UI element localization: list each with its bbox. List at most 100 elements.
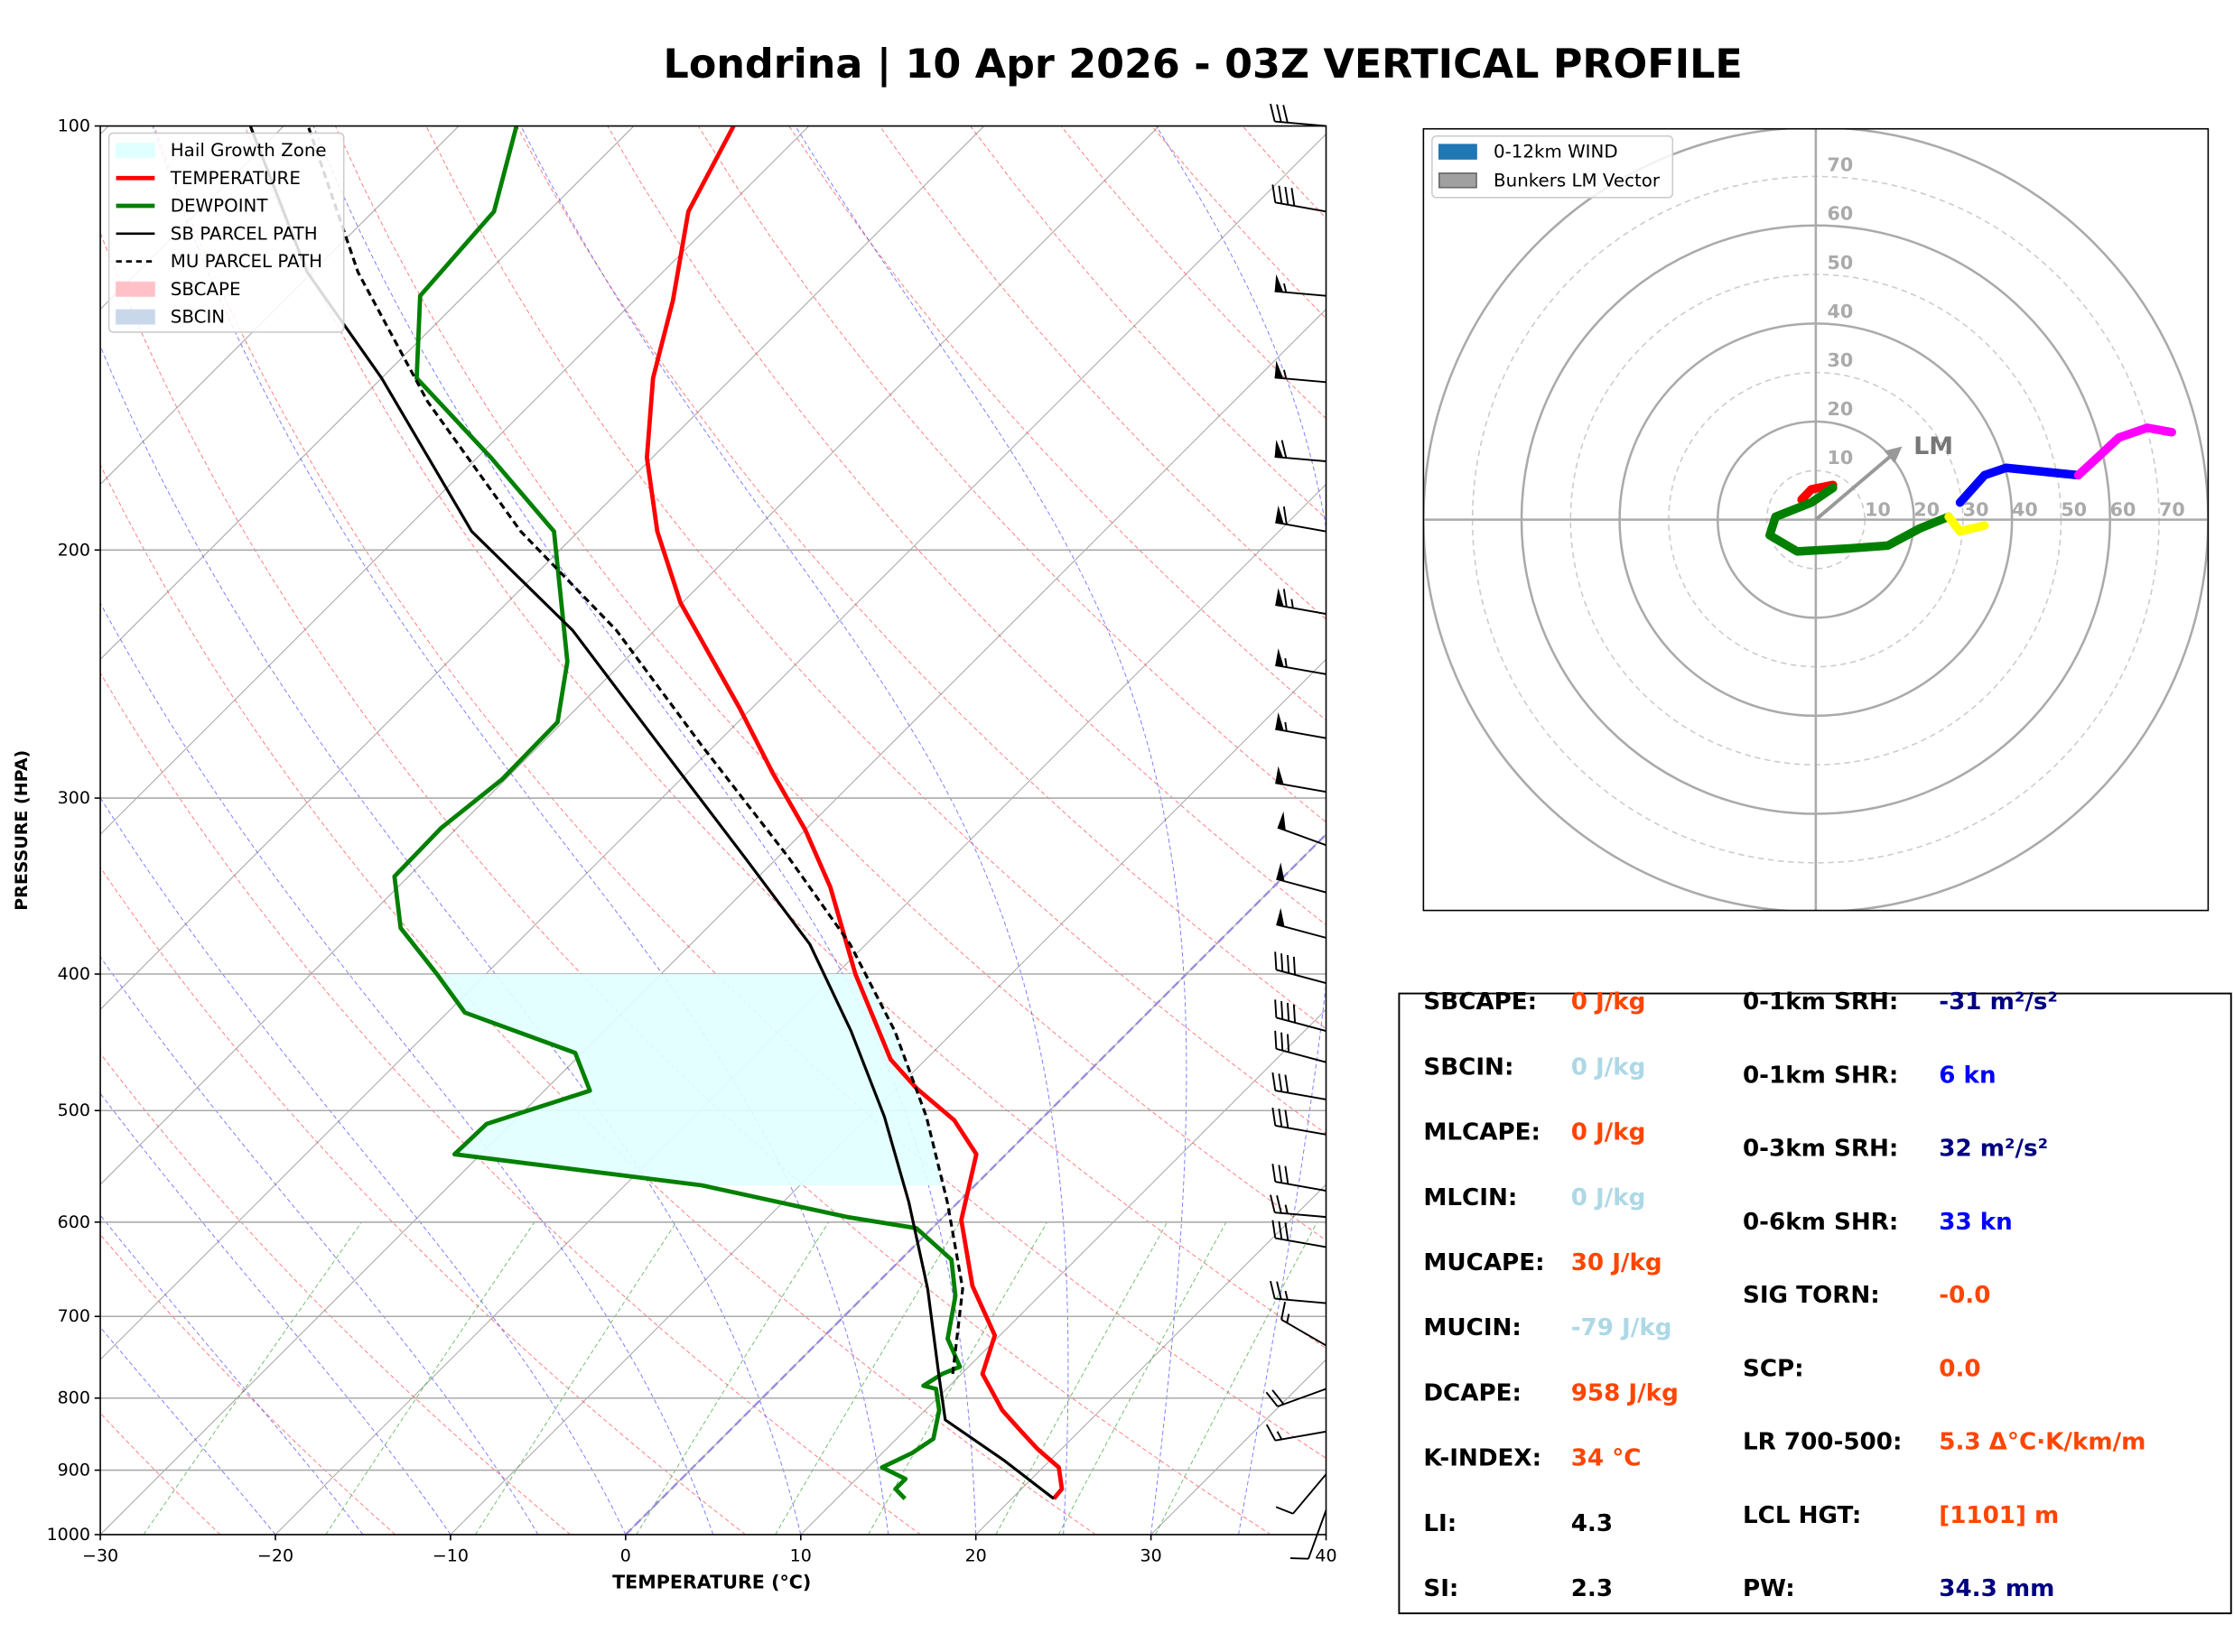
profile-line (645, 125, 1065, 1500)
isotherm (975, 1183, 1326, 1535)
moist-adiabat (100, 602, 714, 1535)
hodograph-segment (1797, 480, 1838, 505)
wind-barb (1275, 505, 1326, 533)
x-tick-label: 40 (1315, 1546, 1336, 1566)
y-tick-label: 40 (1827, 301, 1853, 322)
barb-flag (1275, 588, 1284, 607)
legend-label: DEWPOINT (171, 196, 269, 217)
wind-barb (1280, 1302, 1327, 1347)
index-value: 5.3 Δ°C·K/km/m (1939, 1429, 2146, 1456)
index-value: 34.3 mm (1939, 1575, 2054, 1602)
barb-full (1278, 1220, 1283, 1239)
barb-full (1280, 1302, 1287, 1321)
dry-adiabat (100, 1233, 396, 1535)
barb-full (1276, 104, 1282, 123)
index-value: 2.3 (1571, 1575, 1613, 1602)
barb-staff (1276, 923, 1326, 939)
moist-adiabat (100, 956, 539, 1535)
y-tick-label: 10 (1827, 447, 1853, 469)
legend-label: 0-12km WIND (1494, 142, 1618, 162)
x-tick-label: 40 (2012, 499, 2038, 521)
index-value: 0 J/kg (1571, 988, 1646, 1016)
barb-staff (1275, 1181, 1326, 1192)
wind-barb (1274, 999, 1326, 1032)
barb-full (1292, 956, 1297, 975)
moist-adiabat (1155, 125, 1326, 1535)
barb-full (1280, 1032, 1284, 1051)
barb-full (1287, 954, 1290, 974)
wind-barb (1265, 1387, 1326, 1407)
x-tick-label: 20 (1913, 499, 1940, 521)
dry-adiabat (154, 125, 1326, 1459)
y-tick-label: 70 (1827, 154, 1853, 176)
isotherm (800, 1008, 1326, 1535)
isotherm (100, 125, 460, 486)
skewt-data (248, 125, 1065, 1500)
barb-staff (1274, 1211, 1326, 1219)
y-tick-label: 60 (1827, 203, 1853, 225)
index-value: -79 J/kg (1571, 1314, 1672, 1341)
x-tick-label: 0 (620, 1546, 631, 1566)
barb-half (1284, 658, 1288, 668)
isotherm (450, 658, 1326, 1535)
wind-barb (1270, 103, 1326, 127)
barb-flag (1275, 712, 1284, 731)
barb-staff (1275, 1124, 1326, 1136)
barb-flag (1275, 766, 1284, 784)
hodograph-segment (1944, 512, 1989, 536)
profile-line (248, 125, 1055, 1500)
index-value: 0 J/kg (1571, 1119, 1646, 1146)
barb-half (1284, 721, 1288, 732)
barb-full (1271, 1107, 1277, 1127)
wind-barb (1271, 1072, 1326, 1100)
legend-label: SB PARCEL PATH (171, 223, 318, 244)
wind-barb (1275, 766, 1326, 794)
barb-full (1287, 1002, 1290, 1022)
barb-full (1284, 1074, 1289, 1093)
storm-motion-vector (1814, 452, 1895, 522)
barb-half (1283, 283, 1288, 293)
index-value: -31 m²/s² (1939, 988, 2058, 1016)
dry-adiabat (100, 672, 921, 1535)
index-label: MLCAPE: (1423, 1119, 1541, 1146)
moist-adiabat (100, 1214, 364, 1535)
x-tick-label: 50 (2061, 499, 2087, 521)
dry-adiabat (100, 1412, 221, 1535)
wind-barb (1277, 811, 1326, 847)
barb-staff (1275, 201, 1326, 213)
barb-flag (1274, 274, 1284, 292)
barb-full (1270, 1280, 1276, 1299)
mixing-ratio-line (636, 1221, 830, 1535)
barb-half (1284, 1204, 1289, 1214)
wind-barb (1270, 1194, 1326, 1219)
index-label: LR 700-500: (1743, 1429, 1902, 1456)
wind-barb (1265, 1424, 1326, 1442)
x-tick-label: 10 (790, 1546, 812, 1566)
wind-barb (1274, 1030, 1326, 1063)
barb-full (1282, 589, 1288, 608)
wind-barb (1271, 1220, 1326, 1248)
barb-full (1287, 1034, 1290, 1053)
y-tick-label: 20 (1827, 398, 1853, 420)
barb-staff (1274, 1297, 1326, 1304)
isotherm (100, 125, 1160, 1185)
index-label: MUCAPE: (1423, 1249, 1544, 1276)
index-value: 4.3 (1571, 1510, 1613, 1537)
barb-full (1284, 186, 1289, 205)
index-label: SBCIN: (1423, 1053, 1513, 1081)
y-tick-label: 500 (58, 1100, 90, 1120)
index-label: 0-3km SRH: (1743, 1136, 1898, 1163)
moist-adiabat (100, 345, 802, 1535)
wind-barb (1276, 862, 1326, 894)
wind-barb (1271, 184, 1326, 213)
isotherm (100, 125, 810, 836)
isotherm (275, 483, 1326, 1535)
barb-full (1274, 1030, 1278, 1049)
legend-box (1431, 135, 1674, 199)
hodograph-segment (2073, 423, 2176, 480)
dry-adiabat (100, 1053, 572, 1535)
barb-flag (1276, 907, 1285, 927)
index-label: 0-1km SHR: (1743, 1062, 1898, 1089)
hail-growth-zone (436, 974, 944, 1186)
isotherm (100, 125, 284, 311)
